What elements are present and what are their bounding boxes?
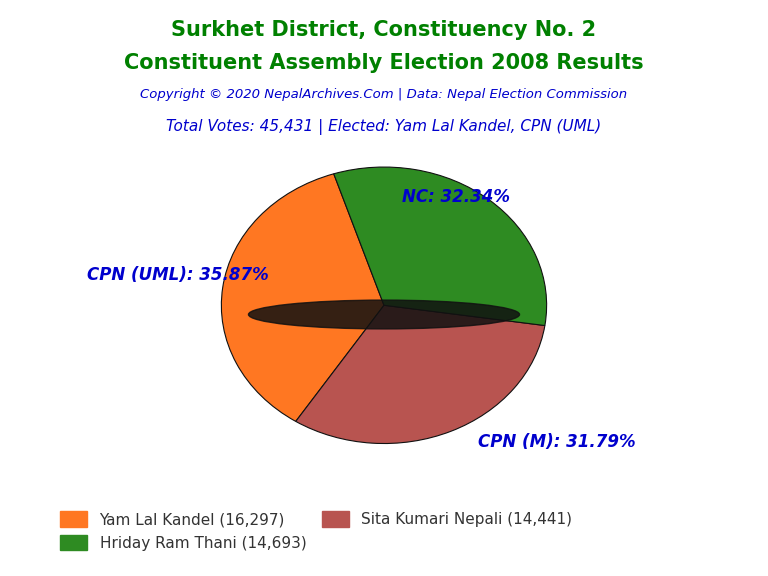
Ellipse shape (249, 300, 519, 329)
Wedge shape (221, 174, 384, 422)
Text: Surkhet District, Constituency No. 2: Surkhet District, Constituency No. 2 (171, 20, 597, 40)
Text: NC: 32.34%: NC: 32.34% (402, 188, 510, 206)
Text: CPN (M): 31.79%: CPN (M): 31.79% (478, 433, 636, 452)
Text: Constituent Assembly Election 2008 Results: Constituent Assembly Election 2008 Resul… (124, 53, 644, 73)
Text: Copyright © 2020 NepalArchives.Com | Data: Nepal Election Commission: Copyright © 2020 NepalArchives.Com | Dat… (141, 88, 627, 101)
Wedge shape (334, 167, 547, 325)
Text: Total Votes: 45,431 | Elected: Yam Lal Kandel, CPN (UML): Total Votes: 45,431 | Elected: Yam Lal K… (167, 119, 601, 135)
Text: CPN (UML): 35.87%: CPN (UML): 35.87% (87, 266, 269, 284)
Wedge shape (296, 305, 545, 444)
Legend: Yam Lal Kandel (16,297), Hriday Ram Thani (14,693), Sita Kumari Nepali (14,441): Yam Lal Kandel (16,297), Hriday Ram Than… (54, 505, 578, 557)
